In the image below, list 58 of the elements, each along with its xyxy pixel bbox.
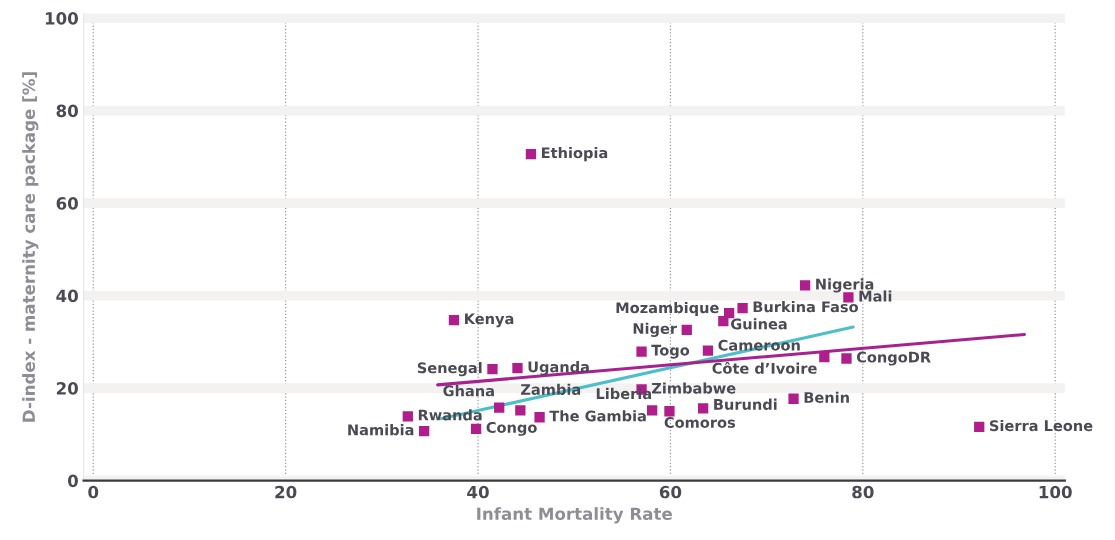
annotation: Senegal — [417, 362, 482, 377]
x-tick-label: 80 — [852, 485, 874, 499]
point — [487, 363, 498, 375]
point — [525, 148, 537, 160]
annotation: Congo — [486, 421, 537, 436]
annotation: Burkina Faso — [753, 301, 858, 313]
annotation: Comoros — [664, 416, 736, 428]
point — [681, 324, 692, 335]
annotation: The Gambia — [549, 410, 646, 422]
x-tick-label: 0 — [88, 485, 99, 499]
y-tick-label: 80 — [56, 104, 78, 118]
annotation: Guinea — [731, 318, 787, 330]
y-tick-label: 20 — [56, 382, 78, 395]
annotation: Ethiopia — [542, 147, 608, 162]
annotation: Kenya — [465, 313, 514, 328]
annotation: Benin — [804, 391, 849, 403]
x-tick-label: 20 — [275, 485, 297, 499]
x-tick-label: 100 — [1039, 485, 1072, 499]
point — [402, 411, 413, 422]
point — [819, 351, 830, 363]
point — [470, 423, 482, 434]
annotation: Namibia — [348, 424, 414, 436]
annotation: Ghana — [443, 385, 494, 397]
point — [974, 421, 985, 433]
y-tick-label: 60 — [56, 197, 78, 210]
annotation: Niger — [633, 322, 678, 337]
point — [636, 346, 647, 357]
annotation: Mozambique — [616, 301, 719, 317]
y-tick-label: 0 — [67, 474, 78, 488]
point — [841, 353, 852, 364]
point — [799, 280, 811, 291]
point — [737, 302, 748, 314]
point — [702, 345, 714, 356]
point — [448, 314, 460, 326]
point — [697, 403, 709, 414]
x-axis-title: Infant Mortality Rate — [477, 507, 672, 524]
x-tick-label: 40 — [467, 485, 489, 499]
point — [718, 315, 729, 327]
annotation: CongoDR — [856, 351, 931, 366]
point — [494, 402, 505, 413]
annotation: Sierra Leone — [989, 419, 1093, 432]
y-axis-title: D-index - maternity care package [%] — [22, 72, 39, 422]
annotation: Côte d’Ivoire — [712, 361, 817, 374]
point — [534, 412, 545, 423]
point — [788, 393, 799, 404]
point — [419, 425, 430, 437]
annotation: Uganda — [528, 361, 589, 376]
annotation: Zimbabwe — [651, 382, 736, 394]
point — [512, 363, 523, 374]
x-tick-label: 60 — [659, 485, 682, 499]
point — [515, 405, 526, 416]
point — [664, 406, 675, 417]
y-tick-label: 100 — [45, 12, 78, 25]
annotation: Togo — [651, 344, 690, 359]
annotation: Burundi — [714, 398, 777, 410]
point — [646, 405, 658, 416]
annotation: Liberia — [596, 387, 651, 400]
y-tick-label: 40 — [56, 289, 78, 303]
